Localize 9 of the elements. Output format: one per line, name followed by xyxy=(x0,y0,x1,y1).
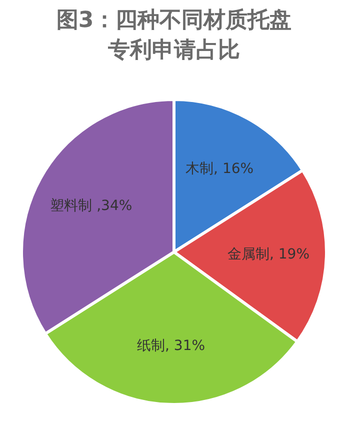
data-label: , 19% xyxy=(269,246,310,263)
data-label: ,34% xyxy=(92,198,132,214)
slice-label: 金属制 xyxy=(227,246,270,263)
chart-title: 图3：四种不同材质托盘专利申请占比 xyxy=(55,7,293,65)
slice-label: 塑料制 xyxy=(50,198,92,214)
slice-label: 木制 xyxy=(186,160,214,177)
data-label: , 31% xyxy=(165,338,206,354)
slice-label: 纸制 xyxy=(137,338,166,354)
data-label: , 16% xyxy=(214,160,254,177)
